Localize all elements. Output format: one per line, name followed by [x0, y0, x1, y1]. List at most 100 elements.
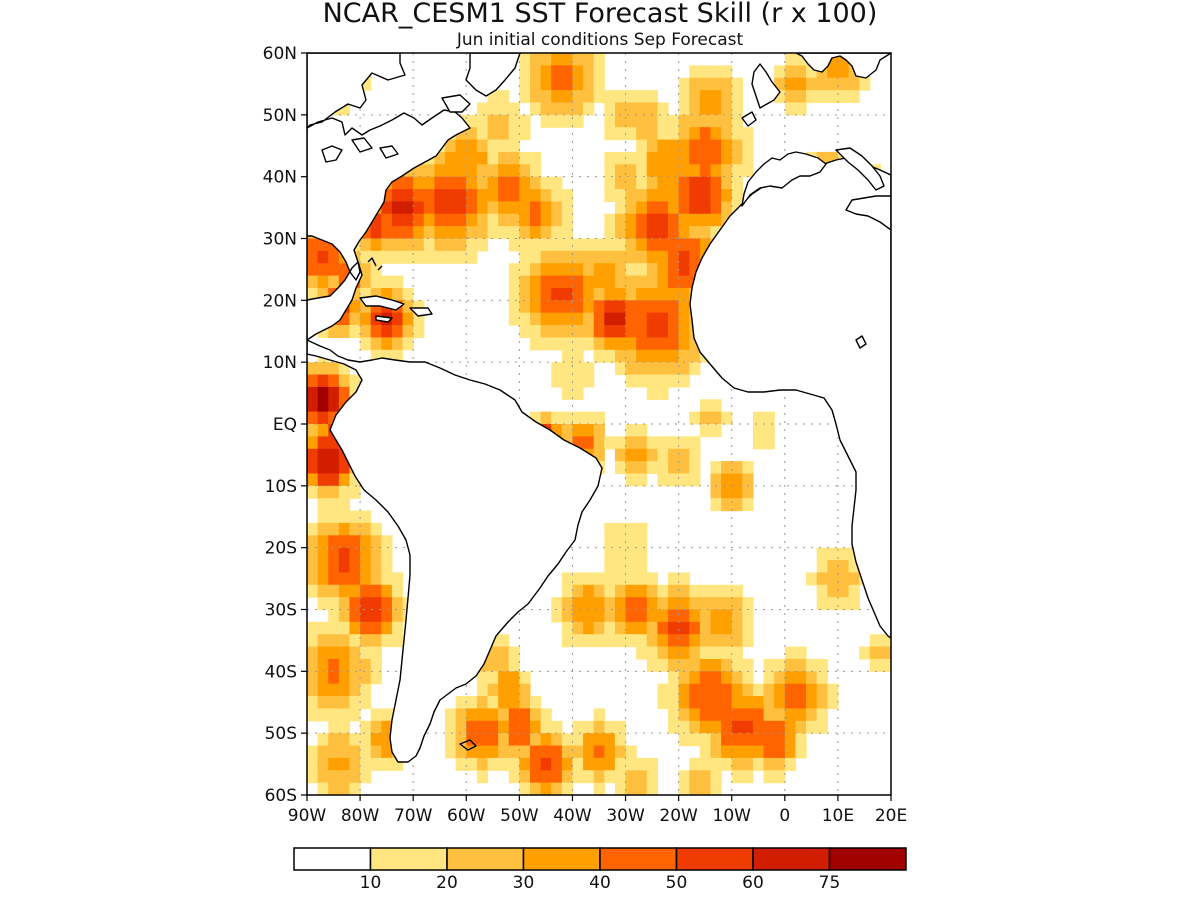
- skill-cell: [487, 139, 499, 153]
- skill-cell: [699, 189, 712, 202]
- skill-cell: [731, 646, 743, 660]
- skill-cell: [551, 263, 563, 277]
- skill-cell: [307, 250, 319, 264]
- skill-cell: [338, 510, 351, 524]
- skill-cell: [816, 658, 828, 672]
- skill-cell: [625, 176, 637, 190]
- skill-cell: [529, 201, 542, 215]
- skill-cell: [519, 720, 531, 734]
- skill-cell: [636, 312, 648, 326]
- skill-cell: [360, 263, 372, 277]
- skill-cell: [360, 683, 372, 697]
- skill-cell: [614, 176, 627, 190]
- skill-cell: [317, 325, 329, 339]
- skill-cell: [689, 337, 701, 351]
- skill-cell: [561, 300, 574, 314]
- skill-cell: [583, 733, 595, 747]
- skill-cell: [657, 634, 669, 648]
- skill-cell: [668, 461, 680, 475]
- skill-cell: [487, 658, 499, 672]
- skill-cell: [423, 164, 436, 178]
- skill-cell: [657, 386, 669, 400]
- skill-cell: [699, 671, 712, 685]
- skill-cell: [625, 745, 637, 759]
- skill-cell: [689, 102, 701, 116]
- skill-cell: [540, 720, 552, 734]
- skill-cell: [338, 733, 351, 747]
- skill-cell: [699, 696, 712, 710]
- skill-cell: [508, 164, 520, 178]
- skill-cell: [572, 621, 584, 635]
- skill-cell: [614, 782, 627, 795]
- skill-cell: [784, 733, 797, 747]
- skill-cell: [763, 436, 775, 450]
- skill-cell: [498, 139, 510, 153]
- skill-cell: [710, 65, 722, 79]
- land-iberia-europe: [741, 63, 827, 207]
- skill-cell: [476, 114, 489, 128]
- skill-cell: [593, 609, 605, 623]
- skill-cell: [614, 461, 627, 475]
- skill-cell: [391, 213, 404, 227]
- skill-cell: [583, 90, 595, 104]
- skill-cell: [869, 658, 881, 672]
- skill-cell: [636, 250, 648, 264]
- skill-cell: [646, 572, 658, 586]
- skill-cell: [774, 683, 786, 697]
- land-masses: [307, 53, 891, 763]
- skill-cell: [529, 77, 542, 91]
- skill-cell: [498, 708, 510, 722]
- skill-cell: [774, 733, 786, 747]
- skill-cell: [657, 287, 669, 301]
- skill-cell: [572, 114, 584, 128]
- skill-cell: [816, 151, 828, 165]
- skill-cell: [657, 436, 669, 450]
- skill-cell: [498, 671, 510, 685]
- colorbar-label: 50: [666, 873, 688, 893]
- skill-cell: [636, 621, 648, 635]
- lat-tick-label: EQ: [273, 415, 297, 435]
- skill-cell: [529, 275, 542, 289]
- skill-cell: [572, 597, 584, 611]
- skill-cell: [317, 498, 329, 512]
- skill-cell: [445, 201, 457, 215]
- skill-cell: [710, 696, 722, 710]
- skill-cell: [657, 275, 669, 289]
- skill-cell: [668, 473, 680, 487]
- skill-cell: [636, 646, 648, 660]
- skill-cell: [614, 349, 627, 363]
- skill-cell: [360, 510, 372, 524]
- skill-cell: [668, 275, 680, 289]
- skill-cell: [636, 151, 648, 165]
- skill-cell: [636, 560, 648, 573]
- skill-cell: [328, 473, 340, 487]
- skill-cell: [848, 90, 860, 104]
- skill-cell: [636, 102, 648, 116]
- skill-cell: [551, 757, 563, 771]
- skill-cell: [774, 757, 786, 771]
- skill-cell: [668, 176, 680, 190]
- skill-cell: [668, 671, 680, 685]
- skill-cell: [668, 226, 680, 240]
- skill-cell: [317, 634, 329, 648]
- skill-cell: [561, 597, 574, 611]
- skill-cell: [561, 374, 574, 388]
- skill-cell: [487, 127, 499, 141]
- skill-cell: [519, 53, 531, 66]
- skill-cell: [338, 362, 351, 376]
- skill-cell: [816, 683, 828, 697]
- skill-cell: [529, 782, 542, 795]
- skill-cell: [508, 757, 520, 771]
- skill-cell: [307, 485, 319, 499]
- skill-cell: [678, 671, 690, 685]
- skill-cell: [689, 201, 701, 215]
- skill-cell: [487, 671, 499, 685]
- skill-cell: [381, 275, 393, 289]
- skill-cell: [455, 745, 467, 759]
- skill-cell: [816, 708, 828, 722]
- skill-cell: [593, 238, 605, 252]
- skill-cell: [349, 671, 361, 685]
- skill-cell: [328, 683, 340, 697]
- skill-cell: [689, 90, 701, 104]
- skill-cell: [540, 250, 552, 264]
